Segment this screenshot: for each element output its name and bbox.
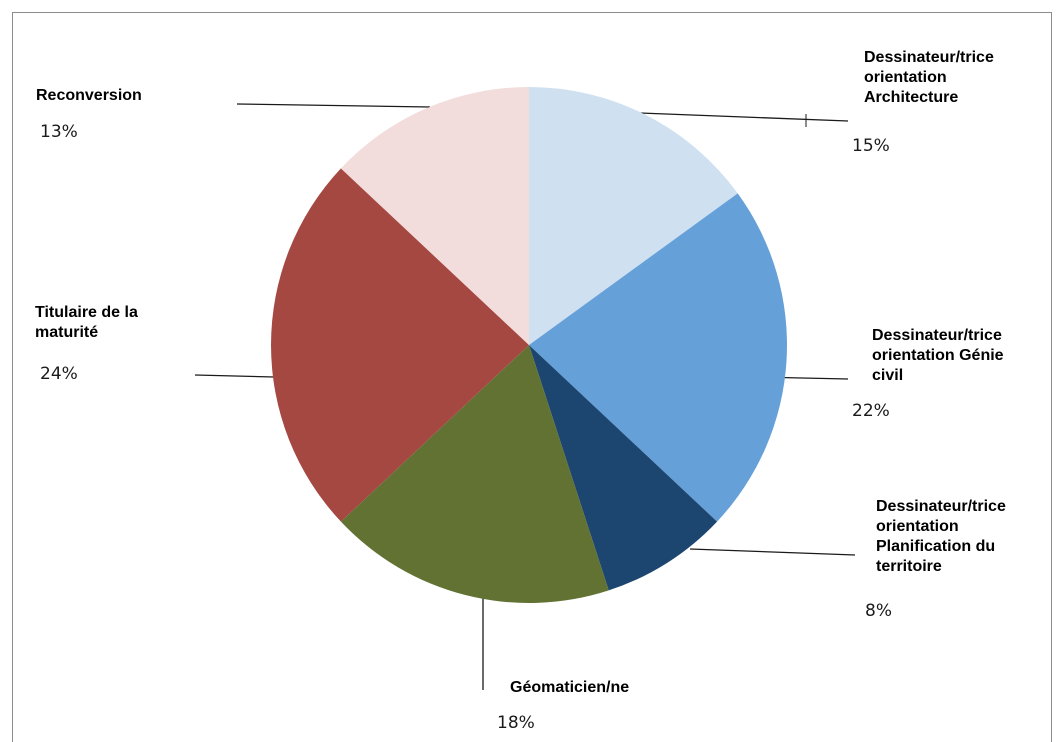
pie-slice-geomaticien — [340, 345, 609, 603]
leader-line-reconversion — [236, 103, 431, 108]
slice-label-geomaticien: Géomaticien/ne — [510, 679, 630, 696]
slice-value-maturite: 24% — [40, 364, 78, 384]
slice-label-maturite: Titulaire de la maturité — [35, 304, 138, 341]
slice-value-reconversion: 13% — [40, 122, 78, 142]
pie-slice-planification — [529, 345, 718, 591]
pie-slice-reconversion — [340, 87, 529, 345]
slice-value-geomaticien: 18% — [497, 713, 535, 733]
pie-slice-maturite — [271, 168, 529, 522]
leader-line-maturite — [194, 374, 275, 378]
slice-value-genie-civil: 22% — [852, 401, 890, 421]
slice-label-reconversion: Reconversion — [36, 87, 142, 104]
pie-slice-architecture — [529, 87, 738, 345]
slice-label-genie-civil: Dessinateur/trice orientation Génie civi… — [872, 327, 1004, 384]
pie-slices — [271, 87, 787, 603]
leader-line-planification — [689, 548, 856, 556]
leader-line-architecture — [639, 112, 849, 122]
slice-label-planification: Dessinateur/trice orientation Planificat… — [876, 498, 1006, 575]
pie-slice-genie-civil — [529, 193, 787, 522]
slice-value-planification: 8% — [865, 601, 892, 621]
slice-value-architecture: 15% — [852, 136, 890, 156]
slice-label-architecture: Dessinateur/trice orientation Architectu… — [864, 49, 994, 106]
